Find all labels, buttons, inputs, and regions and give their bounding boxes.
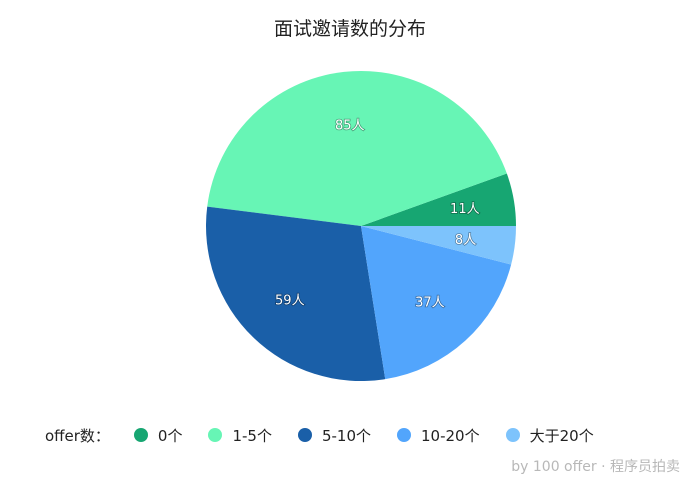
pie-slice-2 [205,206,386,381]
pie-chart: 11人 85人 59人 37人 8人 [205,71,516,381]
legend-swatch [297,428,312,442]
legend-swatch [397,428,412,442]
legend-item-1[interactable]: 1-5个 [208,425,272,446]
slice-label-0: 11人 [450,202,480,217]
legend-swatch [208,428,223,442]
legend-swatch [133,428,148,442]
legend-item-2[interactable]: 5-10个 [297,425,372,446]
legend-label: 10-20个 [421,426,480,445]
slice-label-2: 59人 [275,293,305,308]
legend-title: offer数： [45,426,110,445]
legend-item-0[interactable]: 0个 [133,425,183,446]
legend-item-3[interactable]: 10-20个 [397,425,480,446]
pie-slice-4 [361,226,516,265]
pie-slice-0 [361,173,516,226]
pie-slice-3 [361,226,512,380]
legend-label: 5-10个 [321,426,372,445]
watermark: by 100 offer · 程序员拍卖 [511,459,680,475]
slice-label-1: 85人 [335,118,365,133]
slice-label-4: 8人 [455,233,476,248]
legend: offer数： 0个 1-5个 5-10个 10-20个 大于20个 [45,424,620,446]
legend-label: 大于20个 [529,426,594,445]
chart-title: 面试邀请数的分布 [273,18,426,40]
legend-label: 0个 [157,426,183,445]
pie-slice-1 [207,71,507,226]
legend-item-4[interactable]: 大于20个 [505,425,594,446]
legend-swatch [505,428,520,442]
slice-label-3: 37人 [415,296,445,311]
legend-label: 1-5个 [232,426,272,445]
